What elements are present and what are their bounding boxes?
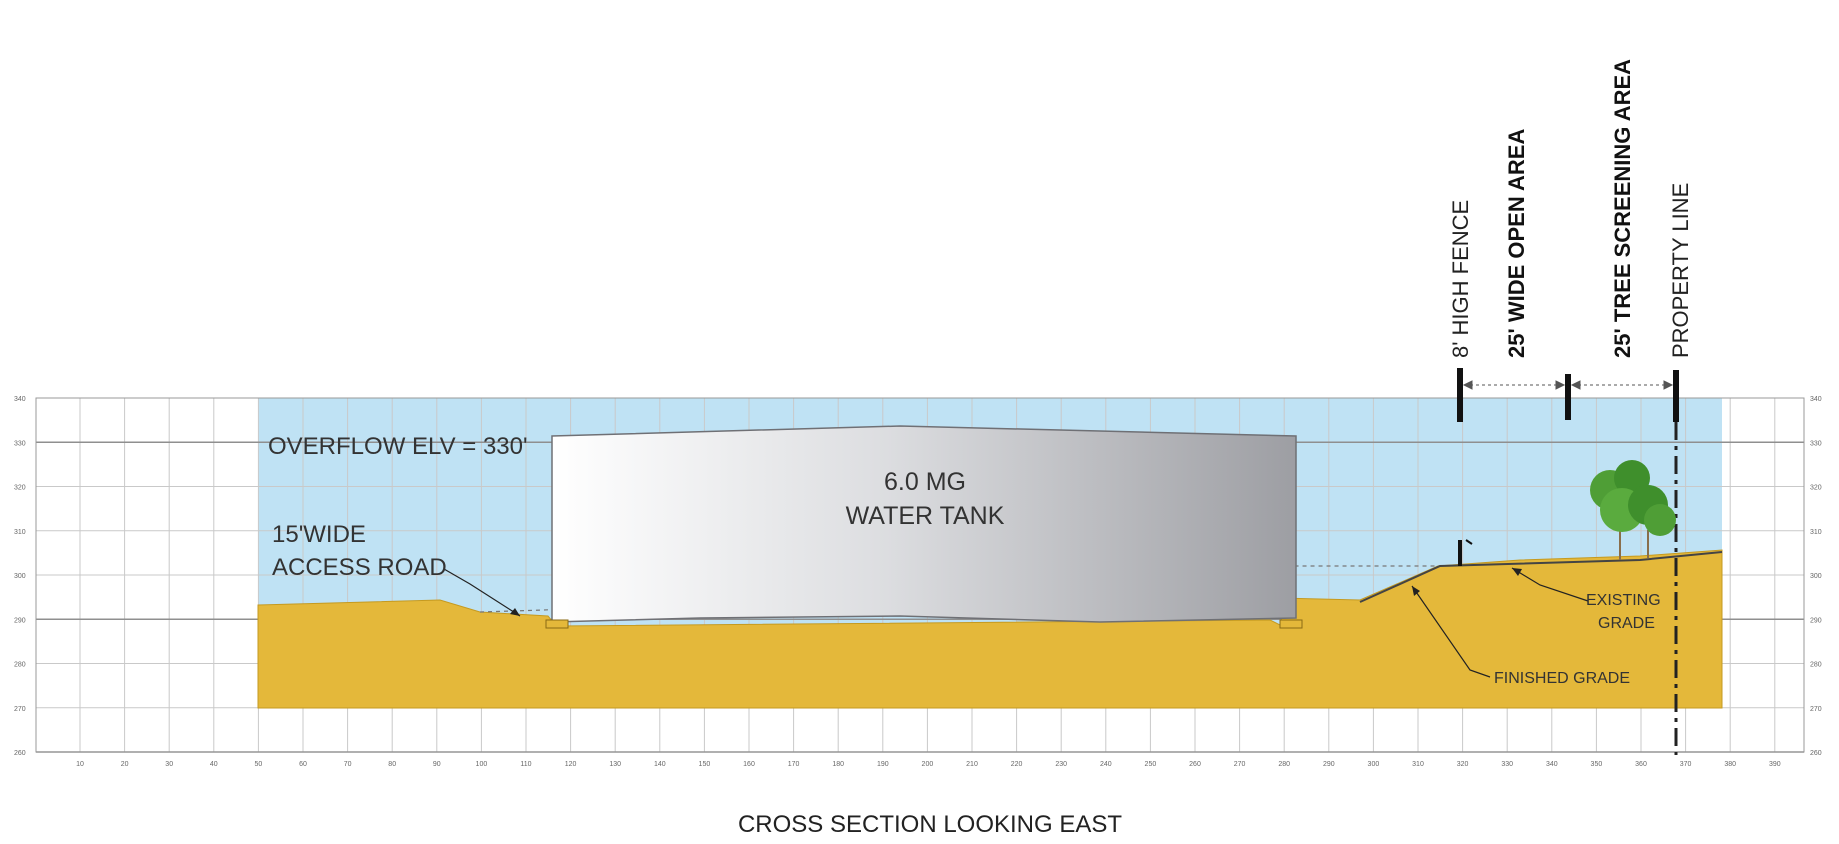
x-tick-label: 240 (1100, 761, 1112, 768)
x-tick-label: 290 (1323, 761, 1335, 768)
y-tick-label-right: 290 (1810, 617, 1822, 624)
x-tick-label: 220 (1011, 761, 1023, 768)
access-road-label-line2: ACCESS ROAD (272, 554, 447, 581)
existing-grade-label-line1: EXISTING (1586, 592, 1661, 609)
x-tick-label: 300 (1368, 761, 1380, 768)
existing-grade-arrow (1512, 568, 1522, 576)
x-tick-label: 70 (344, 761, 352, 768)
y-tick-label-left: 340 (14, 396, 26, 403)
diagram-title: CROSS SECTION LOOKING EAST (738, 811, 1122, 838)
x-tick-label: 160 (743, 761, 755, 768)
x-tick-label: 150 (699, 761, 711, 768)
y-tick-label-right: 310 (1810, 529, 1822, 536)
tank-footing-right (1279, 619, 1303, 629)
y-tick-label-left: 330 (14, 440, 26, 447)
finished-grade-slope (1359, 551, 1723, 603)
x-tick-label: 380 (1724, 761, 1736, 768)
x-tick-label: 80 (388, 761, 396, 768)
property-line-label: PROPERTY LINE (1668, 183, 1693, 358)
x-tick-label: 90 (433, 761, 441, 768)
existing-grade-leader (1511, 567, 1589, 602)
x-tick-label: 30 (165, 761, 173, 768)
x-tick-label: 40 (210, 761, 218, 768)
finished-grade-label: FINISHED GRADE (1494, 670, 1630, 687)
y-tick-label-left: 320 (14, 485, 26, 492)
existing-grade-label-line2: GRADE (1598, 615, 1655, 632)
x-tick-label: 310 (1412, 761, 1424, 768)
x-tick-label: 130 (609, 761, 621, 768)
dimension-tree-screening (1570, 380, 1674, 390)
open-area-label: 25' WIDE OPEN AREA (1504, 129, 1529, 358)
tank-capacity-label: 6.0 MG (884, 468, 966, 496)
x-tick-label: 280 (1278, 761, 1290, 768)
access-road-arrow (510, 608, 520, 616)
x-tick-label: 20 (121, 761, 129, 768)
x-tick-label: 370 (1680, 761, 1692, 768)
x-tick-label: 210 (966, 761, 978, 768)
x-tick-label: 340 (1546, 761, 1558, 768)
tank-footing-left (545, 619, 569, 629)
x-tick-label: 50 (255, 761, 263, 768)
x-tick-label: 10 (76, 761, 84, 768)
y-tick-label-left: 260 (14, 750, 26, 757)
x-tick-label: 200 (922, 761, 934, 768)
x-tick-label: 270 (1234, 761, 1246, 768)
grid-frame (35, 397, 1805, 753)
x-tick-label: 140 (654, 761, 666, 768)
access-road-leader (443, 568, 521, 617)
water-tank (551, 425, 1297, 623)
x-tick-label: 320 (1457, 761, 1469, 768)
y-tick-label-right: 300 (1810, 573, 1822, 580)
x-tick-label: 180 (832, 761, 844, 768)
x-tick-label: 100 (476, 761, 488, 768)
dimension-open-area (1462, 380, 1566, 390)
y-tick-label-right: 340 (1810, 396, 1822, 403)
x-tick-label: 390 (1769, 761, 1781, 768)
y-tick-label-left: 280 (14, 662, 26, 669)
overflow-label: OVERFLOW ELV = 330' (268, 433, 528, 460)
finished-grade-leader (1411, 585, 1491, 678)
y-tick-label-right: 330 (1810, 440, 1822, 447)
x-tick-label: 250 (1145, 761, 1157, 768)
y-tick-label-right: 260 (1810, 750, 1822, 757)
y-tick-label-left: 290 (14, 617, 26, 624)
x-tick-label: 330 (1501, 761, 1513, 768)
x-tick-label: 170 (788, 761, 800, 768)
tree-icon (1590, 460, 1676, 560)
finished-grade-arrow (1412, 586, 1420, 596)
x-tick-label: 350 (1591, 761, 1603, 768)
fence-label: 8' HIGH FENCE (1448, 200, 1473, 358)
x-tick-label: 260 (1189, 761, 1201, 768)
y-tick-label-right: 320 (1810, 485, 1822, 492)
x-tick-label: 60 (299, 761, 307, 768)
access-road-label-line1: 15'WIDE (272, 521, 366, 548)
fence-post-arm (1465, 539, 1473, 545)
y-tick-label-left: 270 (14, 706, 26, 713)
x-tick-label: 120 (565, 761, 577, 768)
x-tick-label: 190 (877, 761, 889, 768)
tank-name-label: WATER TANK (846, 502, 1005, 530)
tree-screening-label: 25' TREE SCREENING AREA (1610, 59, 1635, 358)
x-tick-label: 360 (1635, 761, 1647, 768)
y-tick-label-right: 270 (1810, 706, 1822, 713)
y-tick-label-left: 310 (14, 529, 26, 536)
x-tick-label: 230 (1055, 761, 1067, 768)
y-tick-label-right: 280 (1810, 662, 1822, 669)
y-tick-label-left: 300 (14, 573, 26, 580)
x-tick-label: 110 (520, 761, 531, 768)
